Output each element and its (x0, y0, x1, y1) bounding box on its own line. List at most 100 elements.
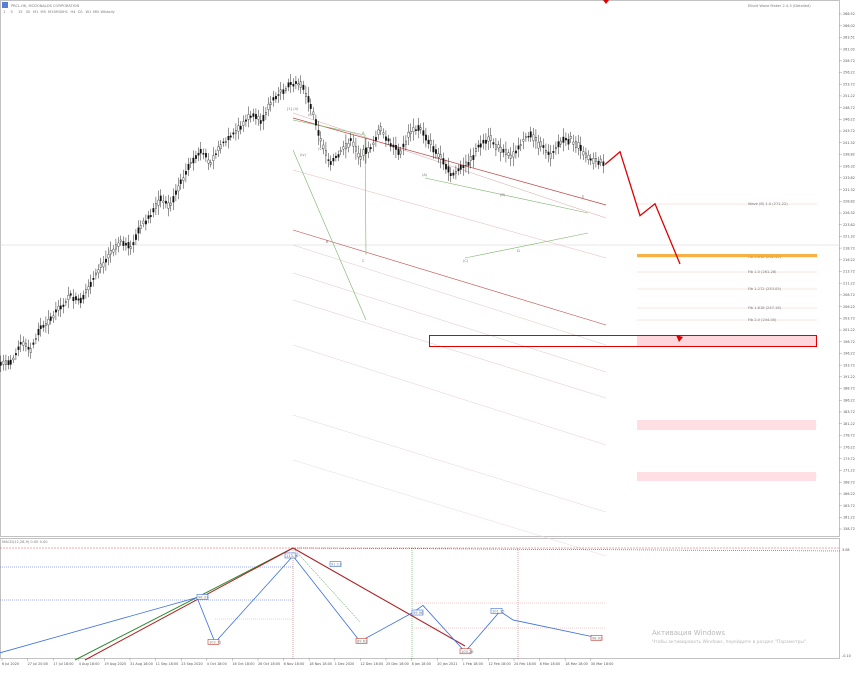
candle-body-11 (27, 346, 30, 350)
candle-body-222 (555, 147, 557, 150)
timeframe-button-2[interactable]: 15 (18, 10, 23, 14)
candle-body-50 (125, 243, 127, 246)
channel-top-line (292, 112, 607, 219)
scroll-marker-icon[interactable] (603, 0, 609, 4)
osc-badge-text-4: 99.96 (413, 611, 424, 615)
candle-body-43 (107, 254, 110, 259)
projection-path (604, 150, 681, 265)
price-label-0: 268.52 (843, 12, 855, 16)
price-label-40: 168.72 (843, 480, 855, 484)
timeframe-button-3[interactable]: 30 (26, 10, 31, 14)
candle-body-107 (267, 103, 270, 110)
candle-body-157 (392, 144, 395, 148)
candle-body-212 (529, 131, 532, 138)
oscillator-title: MACD(12,26,9) 0.00 0.00 (2, 540, 48, 544)
price-label-29: 196.22 (843, 352, 855, 356)
candle-body-17 (42, 324, 45, 328)
target-box-main (429, 335, 817, 347)
candle-body-75 (187, 164, 190, 170)
channel-line-3 (292, 272, 607, 373)
timeframe-button-4[interactable]: M1 (33, 10, 38, 14)
wave-label-7: (A) (422, 173, 428, 177)
osc-badge-box-4 (411, 609, 424, 616)
wave-label-10: D (517, 249, 520, 253)
candle-body-87 (217, 146, 220, 152)
candle-body-143 (357, 152, 360, 158)
fib-label-4: Fib 1.618 (247.16) (748, 306, 782, 310)
candle-body-4 (9, 359, 12, 365)
candle-body-228 (569, 135, 572, 139)
price-label-24: 208.72 (843, 293, 855, 297)
candle-body-164 (409, 130, 412, 134)
timeframe-button-10[interactable]: D1 (78, 10, 83, 14)
candle-body-119 (297, 83, 300, 86)
candle-body-3 (7, 360, 10, 366)
timeframe-button-0[interactable]: 1 (3, 10, 5, 14)
candle-body-168 (419, 127, 422, 130)
price-label-6: 253.72 (843, 82, 855, 86)
candle-body-169 (422, 130, 425, 136)
triangle-top (424, 177, 589, 214)
candle-body-105 (262, 114, 265, 122)
timeframe-button-11[interactable]: W1 (86, 10, 92, 14)
candle-body-192 (479, 143, 482, 148)
candle-body-121 (302, 84, 305, 90)
candle-body-153 (382, 132, 385, 135)
candle-body-77 (192, 157, 195, 164)
candle-body-187 (467, 161, 470, 166)
timeframe-button-5[interactable]: M5 (41, 10, 46, 14)
candle-body-132 (329, 161, 332, 165)
timeframe-bar[interactable]: 1 5 15 30 M1 M5 M15 M30 H1 H4 D1 W1 MN Wkdaily (3, 10, 116, 14)
price-label-31: 191.22 (843, 375, 855, 379)
time-label-17: 20 Jan 2021 (437, 662, 457, 666)
candle-body-197 (492, 142, 495, 145)
candle-body-31 (77, 298, 80, 301)
candle-body-115 (287, 82, 290, 88)
candle-body-150 (375, 136, 377, 141)
candle-body-166 (415, 129, 417, 131)
timeframe-button-8[interactable]: H1 (63, 10, 68, 14)
candle-body-141 (352, 141, 355, 147)
osc-badge-text-7: 98.92 (592, 636, 602, 640)
wave-label-5: B (326, 240, 329, 244)
channel-line-4 (292, 299, 607, 399)
candle-body-76 (189, 162, 192, 164)
candle-body-2 (5, 360, 7, 365)
time-label-7: 23 Sep 2020 (181, 662, 203, 666)
price-label-41: 166.22 (843, 492, 855, 496)
candle-body-100 (249, 115, 252, 118)
candle-body-203 (507, 152, 510, 156)
time-label-4: 19 Aug 2020 (104, 662, 126, 666)
candle-body-39 (97, 269, 100, 274)
channel-main-bottom (292, 229, 607, 326)
price-label-18: 223.82 (843, 223, 855, 227)
candle-body-118 (295, 81, 297, 84)
osc-badge-box-0 (196, 594, 209, 600)
fib-label-0: Wave (B) 1.0 (271.22) (748, 202, 788, 206)
candle-body-209 (522, 139, 525, 142)
timeframe-button-1[interactable]: 5 (11, 10, 13, 14)
candle-body-204 (509, 154, 512, 159)
timeframe-button-6[interactable]: M15 (48, 10, 56, 14)
wave-label-4: A (362, 131, 365, 135)
time-axis[interactable]: 6 Jul 2020 27 Jul 20:00 17 Jul 18:00 4 Aug … (1, 658, 613, 666)
candle-body-69 (172, 196, 175, 203)
candle-body-126 (315, 119, 317, 126)
price-label-35: 181.22 (843, 422, 855, 426)
candle-body-181 (452, 172, 455, 176)
osc-badge-6: 101.35 (490, 608, 505, 614)
price-label-12: 238.82 (843, 153, 855, 157)
timeframe-button-12[interactable]: MN (93, 10, 99, 14)
candle-body-172 (429, 140, 432, 145)
watermark-line-2: Чтобы активировать Windows, перейдите в … (652, 638, 807, 645)
price-label-33: 186.22 (843, 398, 855, 402)
candle-body-229 (572, 141, 575, 145)
candle-body-211 (527, 136, 530, 138)
timeframe-button-13[interactable]: Wkdaily (101, 10, 116, 14)
timeframe-button-7[interactable]: M30 (56, 10, 64, 14)
price-axis[interactable]: 268.52 266.02 263.51 261.02 258.72 256.22 253.… (839, 12, 855, 531)
candle-body-54 (135, 234, 137, 240)
timeframe-button-9[interactable]: H4 (71, 10, 77, 14)
time-label-21: 8 Mar 18:00 (540, 662, 560, 666)
